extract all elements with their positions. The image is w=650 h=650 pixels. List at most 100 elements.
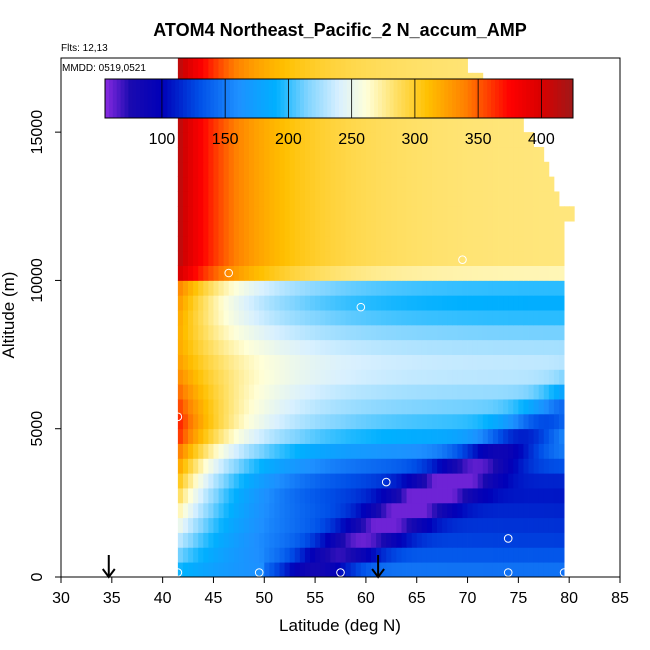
heatmap-cell — [391, 399, 397, 415]
heatmap-cell — [188, 117, 194, 133]
heatmap-cell — [416, 132, 423, 148]
heatmap-cell — [538, 384, 545, 400]
heatmap-cell — [238, 206, 245, 222]
heatmap-cell — [299, 502, 306, 519]
heatmap-cell — [391, 117, 397, 133]
heatmap-cell — [503, 117, 509, 133]
heatmap-cell — [492, 191, 499, 207]
heatmap-cell — [447, 265, 453, 281]
heatmap-cell — [477, 458, 484, 474]
heatmap-cell — [421, 324, 428, 341]
heatmap-cell — [177, 324, 184, 341]
heatmap-cell — [518, 443, 524, 459]
heatmap-cell — [513, 310, 519, 326]
heatmap-cell — [472, 458, 479, 474]
heatmap-cell — [513, 250, 519, 266]
heatmap-cell — [508, 428, 514, 444]
heatmap-cell — [467, 532, 474, 548]
heatmap-cell — [264, 265, 270, 281]
heatmap-cell — [421, 265, 428, 281]
heatmap-cell — [228, 399, 235, 415]
heatmap-cell — [431, 132, 438, 148]
heatmap-cell — [294, 473, 301, 489]
heatmap-cell — [406, 399, 413, 415]
heatmap-cell — [406, 369, 413, 385]
heatmap-cell — [249, 339, 255, 355]
heatmap-cell — [482, 161, 489, 178]
heatmap-cell — [177, 265, 184, 281]
heatmap-cell — [320, 502, 326, 519]
colorbar-segment — [140, 79, 145, 118]
heatmap-cell — [528, 413, 535, 430]
heatmap-cell — [487, 428, 494, 444]
heatmap-cell — [345, 428, 352, 444]
heatmap-cell — [299, 532, 306, 548]
heatmap-cell — [198, 161, 204, 178]
heatmap-cell — [310, 562, 316, 578]
heatmap-cell — [203, 502, 209, 519]
heatmap-cell — [482, 502, 489, 519]
heatmap-cell — [330, 117, 336, 133]
heatmap-cell — [350, 517, 357, 533]
heatmap-cell — [452, 221, 458, 237]
heatmap-cell — [376, 176, 382, 192]
colorbar-segment — [323, 79, 328, 118]
heatmap-cell — [233, 280, 240, 296]
heatmap-cell — [498, 132, 504, 148]
heatmap-cell — [533, 384, 540, 400]
heatmap-cell — [426, 413, 433, 430]
heatmap-cell — [218, 280, 225, 296]
heatmap-cell — [523, 324, 529, 341]
heatmap-cell — [315, 146, 321, 163]
heatmap-cell — [299, 547, 306, 563]
heatmap-cell — [340, 280, 346, 296]
heatmap-cell — [487, 324, 494, 341]
heatmap-cell — [243, 161, 250, 178]
heatmap-cell — [523, 191, 529, 207]
heatmap-cell — [365, 502, 372, 519]
heatmap-cell — [365, 324, 372, 341]
heatmap-cell — [533, 339, 540, 355]
heatmap-cell — [213, 369, 219, 385]
heatmap-cell — [330, 399, 336, 415]
heatmap-cell — [264, 458, 270, 474]
heatmap-cell — [360, 235, 367, 252]
heatmap-cell — [426, 310, 433, 326]
heatmap-cell — [559, 265, 565, 281]
heatmap-cell — [452, 265, 458, 281]
heatmap-cell — [396, 191, 402, 207]
heatmap-cell — [482, 250, 489, 266]
heatmap-cell — [279, 280, 285, 296]
heatmap-cell — [335, 369, 341, 385]
heatmap-cell — [411, 428, 418, 444]
heatmap-cell — [238, 280, 245, 296]
heatmap-cell — [548, 324, 555, 341]
heatmap-cell — [188, 473, 194, 489]
heatmap-cell — [533, 354, 540, 370]
colorbar-segment — [151, 79, 157, 118]
heatmap-cell — [177, 443, 184, 459]
heatmap-cell — [238, 191, 245, 207]
heatmap-cell — [487, 488, 494, 504]
heatmap-cell — [457, 191, 463, 207]
heatmap-cell — [294, 310, 301, 326]
heatmap-cell — [462, 221, 468, 237]
heatmap-cell — [416, 399, 423, 415]
heatmap-cell — [528, 517, 535, 533]
heatmap-cell — [315, 502, 321, 519]
x-tick-label: 80 — [560, 590, 578, 607]
heatmap-cell — [553, 384, 560, 400]
heatmap-cell — [233, 473, 240, 489]
heatmap-cell — [269, 280, 275, 296]
heatmap-cell — [264, 310, 270, 326]
heatmap-cell — [340, 488, 346, 504]
heatmap-cell — [279, 58, 285, 74]
heatmap-cell — [467, 235, 474, 252]
heatmap-cell — [299, 265, 306, 281]
heatmap-cell — [228, 176, 235, 192]
heatmap-cell — [442, 235, 448, 252]
heatmap-cell — [264, 517, 270, 533]
heatmap-cell — [543, 473, 550, 489]
heatmap-cell — [376, 161, 382, 178]
heatmap-cell — [548, 488, 555, 504]
